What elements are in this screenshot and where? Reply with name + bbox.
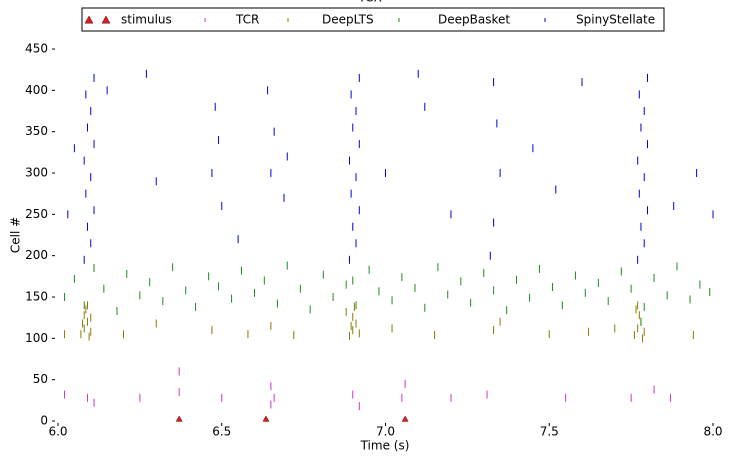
y-axis-label: Cell # — [9, 217, 23, 253]
legend-label: DeepLTS — [322, 13, 374, 27]
legend-marker — [84, 15, 94, 24]
legend-label: stimulus — [121, 13, 172, 27]
stimulus-marker — [175, 415, 183, 422]
y-tick-label: 300 — [25, 166, 48, 180]
y-tick-label: 450 — [25, 42, 48, 56]
stimulus-marker — [262, 415, 270, 422]
y-tick-label: 250 — [25, 207, 48, 221]
y-tick-label: 150 — [25, 290, 48, 304]
x-axis-label: Time (s) — [360, 439, 410, 453]
legend-box — [81, 7, 665, 32]
y-tick-label: 350 — [25, 124, 48, 138]
x-tick-label: 8.0 — [703, 425, 722, 439]
legend-label: DeepBasket — [438, 13, 510, 27]
y-tick-label: 100 — [25, 331, 48, 345]
y-tick-label: 0 — [40, 414, 48, 428]
legend-marker — [101, 15, 111, 24]
x-tick-label: 6.0 — [48, 425, 67, 439]
legend-label: SpinyStellate — [576, 13, 655, 27]
y-tick-label: 400 — [25, 83, 48, 97]
x-tick-label: 7.5 — [540, 425, 559, 439]
y-tick-label: 50 — [33, 372, 48, 386]
x-tick-label: 7.0 — [376, 425, 395, 439]
legend-label: TCR — [235, 13, 259, 27]
x-tick-label: 6.5 — [212, 425, 231, 439]
chart-title: TCR — [357, 0, 381, 5]
y-tick-label: 200 — [25, 248, 48, 262]
stimulus-marker — [401, 415, 409, 422]
